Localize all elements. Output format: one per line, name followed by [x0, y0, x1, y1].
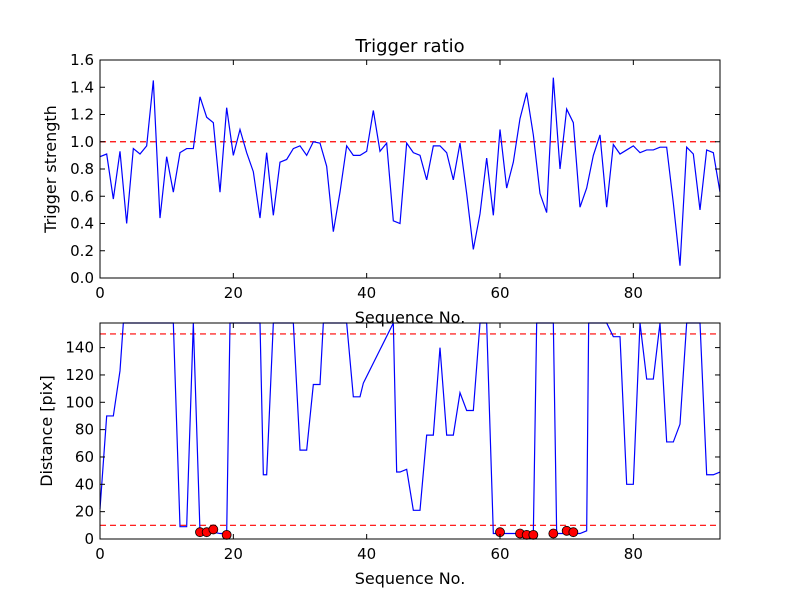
- x-tick-label: 20: [224, 284, 243, 302]
- y-tick-label: 0.0: [70, 269, 94, 287]
- top-subplot: Trigger ratio 0 20 40 60 80 0.0 0.2 0.4 0.6 0.8 1.…: [41, 36, 721, 327]
- data-point-marker: [568, 527, 579, 538]
- bottom-plot-frame: [99, 322, 721, 540]
- x-tick-label: 60: [490, 545, 509, 563]
- y-tick-label: 40: [75, 475, 94, 493]
- y-tick-label: 100: [65, 393, 94, 411]
- top-plot-frame: [99, 59, 721, 279]
- data-point-marker: [221, 529, 232, 540]
- bottom-y-axis-label: Distance [pix]: [37, 375, 56, 487]
- bottom-threshold-lines: [100, 333, 720, 526]
- y-tick-label: 0.6: [70, 187, 94, 205]
- x-tick-label: 0: [95, 284, 105, 302]
- y-tick-label: 0: [84, 530, 94, 548]
- y-tick-label: 1.4: [70, 78, 94, 96]
- data-point-marker: [208, 524, 219, 535]
- bottom-subplot: 0 20 40 60 80 0 20 40 60 80 100 120 140 Sequence No.…: [37, 322, 721, 588]
- x-tick-label: 0: [95, 545, 105, 563]
- y-tick-label: 140: [65, 339, 94, 357]
- bottom-x-axis-label: Sequence No.: [355, 569, 466, 588]
- y-tick-label: 120: [65, 366, 94, 384]
- y-tick-label: 80: [75, 421, 94, 439]
- x-tick-label: 80: [624, 284, 643, 302]
- x-tick-label: 80: [624, 545, 643, 563]
- bottom-series: [99, 322, 721, 535]
- bottom-markers: [195, 524, 579, 540]
- y-tick-label: 0.4: [70, 215, 94, 233]
- x-tick-label: 40: [357, 545, 376, 563]
- top-x-axis-label: Sequence No.: [355, 308, 466, 327]
- y-tick-label: 0.2: [70, 242, 94, 260]
- top-chart-title: Trigger ratio: [354, 36, 464, 57]
- x-tick-label: 60: [490, 284, 509, 302]
- x-tick-label: 20: [224, 545, 243, 563]
- y-tick-label: 1.6: [70, 51, 94, 69]
- bottom-ticks: 0 20 40 60 80 0 20 40 60 80 100 120 140: [65, 323, 720, 563]
- x-tick-label: 40: [357, 284, 376, 302]
- series-line: [99, 322, 721, 535]
- top-series: [99, 77, 721, 266]
- data-point-marker: [528, 529, 539, 540]
- top-ticks: 0 20 40 60 80 0.0 0.2 0.4 0.6 0.8 1.0 1.2 1.4 1.6: [70, 51, 720, 302]
- data-point-marker: [548, 528, 559, 539]
- y-tick-label: 1.2: [70, 106, 94, 124]
- top-y-axis-label: Trigger strength: [41, 105, 60, 234]
- y-tick-label: 20: [75, 503, 94, 521]
- y-tick-label: 0.8: [70, 160, 94, 178]
- y-tick-label: 60: [75, 448, 94, 466]
- series-line: [99, 77, 721, 266]
- y-tick-label: 1.0: [70, 133, 94, 151]
